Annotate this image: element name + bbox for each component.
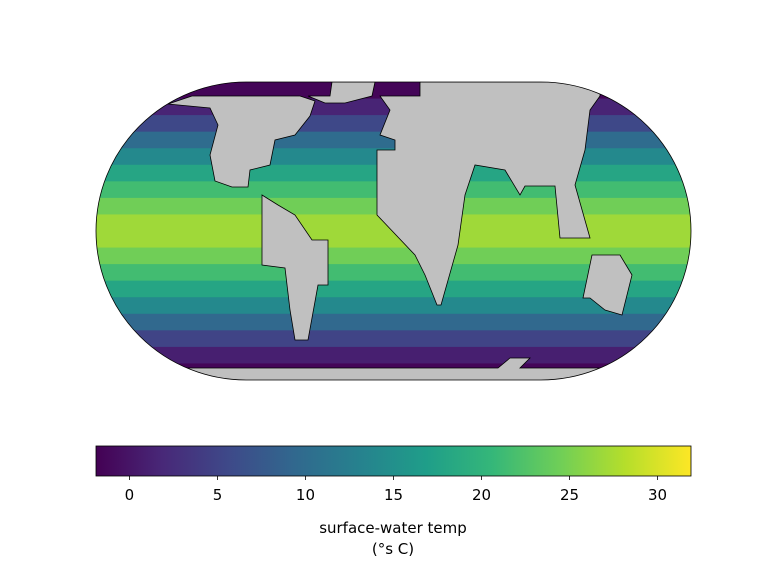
- temperature-band: [96, 313, 691, 331]
- eurasia-africa: [376, 82, 601, 306]
- temperature-band: [96, 247, 691, 265]
- land: [96, 82, 691, 380]
- north-america: [167, 95, 316, 188]
- colorbar-label: (°s C): [372, 540, 414, 558]
- greenland: [307, 82, 376, 104]
- colorbar: [95, 445, 692, 477]
- south-america: [261, 194, 329, 341]
- colorbar-tick-label: 10: [296, 486, 315, 504]
- antarctica: [96, 357, 691, 380]
- colorbar-tick-label: 30: [648, 486, 667, 504]
- colorbar-tick-label: 20: [472, 486, 491, 504]
- temperature-band: [96, 264, 691, 282]
- colorbar-tick-label: 25: [560, 486, 579, 504]
- colorbar-label: surface-water temp: [319, 519, 467, 537]
- temperature-band: [96, 330, 691, 348]
- map-outline: [95, 81, 692, 381]
- colorbar-tick-label: 15: [384, 486, 403, 504]
- temperature-band: [96, 297, 691, 315]
- colorbar-tick-label: 0: [125, 486, 135, 504]
- temperature-band: [96, 231, 691, 249]
- australia: [582, 254, 633, 316]
- colorbar-tick-label: 5: [213, 486, 223, 504]
- temperature-band: [96, 346, 691, 364]
- temperature-band: [96, 280, 691, 298]
